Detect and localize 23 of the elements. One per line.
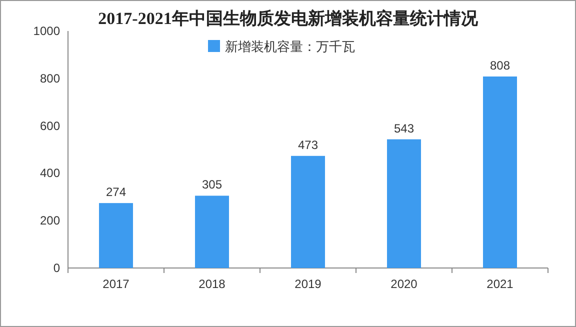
bar xyxy=(483,76,517,268)
bar xyxy=(387,139,421,268)
data-label: 473 xyxy=(298,138,318,152)
legend-label: 新增装机容量：万千瓦 xyxy=(225,39,355,54)
y-tick-label: 0 xyxy=(53,261,60,275)
y-tick-label: 1000 xyxy=(33,24,60,38)
chart-title: 2017-2021年中国生物质发电新增装机容量统计情况 xyxy=(98,9,479,28)
x-tick-label: 2019 xyxy=(294,277,322,291)
y-tick-label: 200 xyxy=(40,214,60,228)
bar xyxy=(291,156,325,268)
data-label: 305 xyxy=(202,178,222,192)
y-tick-label: 400 xyxy=(40,166,60,180)
x-tick-label: 2021 xyxy=(486,277,514,291)
data-label: 808 xyxy=(490,58,510,73)
x-tick-label: 2018 xyxy=(198,277,226,291)
x-tick-label: 2020 xyxy=(390,277,418,291)
bar xyxy=(195,196,229,268)
y-tick-label: 600 xyxy=(40,118,60,133)
x-tick-label: 2017 xyxy=(102,277,130,291)
bar xyxy=(99,203,133,268)
data-label: 274 xyxy=(106,185,126,200)
y-tick-label: 800 xyxy=(40,71,60,86)
data-label: 543 xyxy=(394,121,414,136)
